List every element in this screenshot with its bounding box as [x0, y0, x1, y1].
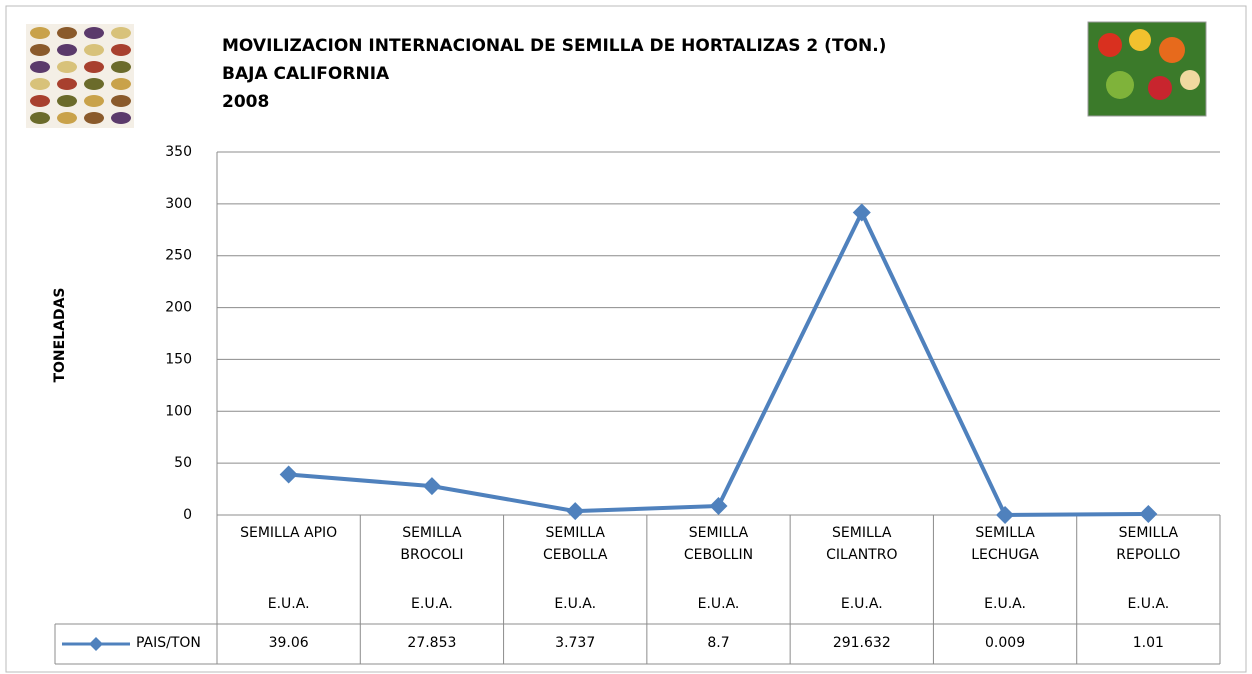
- x-tick-label: SEMILLA CEBOLLIN: [667, 522, 770, 566]
- y-tick-label: 150: [165, 351, 192, 367]
- y-tick-label: 0: [183, 507, 192, 523]
- y-tick-label: 300: [165, 196, 192, 212]
- x-subcategory-label: E.U.A.: [698, 596, 740, 612]
- x-tick-label: SEMILLA CEBOLLA: [524, 522, 627, 566]
- x-subcategory-label: E.U.A.: [268, 596, 310, 612]
- seed: [111, 95, 131, 107]
- marker: [853, 204, 871, 222]
- x-tick-label-box: SEMILLA CILANTRO: [810, 522, 913, 582]
- seed: [30, 44, 50, 56]
- legend-label: PAIS/TON: [136, 635, 201, 651]
- seed: [57, 95, 77, 107]
- x-tick-label-box: SEMILLA CEBOLLA: [524, 522, 627, 582]
- vegetable-image: [1088, 22, 1206, 116]
- seed: [84, 44, 104, 56]
- seed: [30, 61, 50, 73]
- marker: [566, 502, 584, 520]
- x-subcategory-label: E.U.A.: [411, 596, 453, 612]
- x-tick-label: SEMILLA REPOLLO: [1097, 522, 1200, 566]
- table-value: 39.06: [269, 635, 309, 651]
- y-tick-label: 100: [165, 403, 192, 419]
- marker: [280, 465, 298, 483]
- seed: [84, 78, 104, 90]
- chart-title: BAJA CALIFORNIA: [222, 64, 390, 84]
- seed: [111, 44, 131, 56]
- legend-marker: [89, 637, 103, 651]
- seed: [30, 27, 50, 39]
- table-value: 27.853: [407, 635, 456, 651]
- seed: [111, 61, 131, 73]
- x-tick-label: SEMILLA CILANTRO: [810, 522, 913, 566]
- seed: [84, 27, 104, 39]
- x-tick-label: SEMILLA APIO: [237, 522, 340, 544]
- x-tick-label-box: SEMILLA APIO: [237, 522, 340, 582]
- seed: [30, 95, 50, 107]
- x-subcategory-label: E.U.A.: [1127, 596, 1169, 612]
- seed: [84, 95, 104, 107]
- marker: [1139, 505, 1157, 523]
- seed: [111, 78, 131, 90]
- table-value: 0.009: [985, 635, 1025, 651]
- x-tick-label-box: SEMILLA LECHUGA: [953, 522, 1056, 582]
- table-value: 1.01: [1133, 635, 1164, 651]
- seed: [57, 61, 77, 73]
- seed: [111, 112, 131, 124]
- marker: [710, 497, 728, 515]
- seed: [57, 78, 77, 90]
- series-line: [289, 213, 1149, 515]
- x-tick-label-box: SEMILLA CEBOLLIN: [667, 522, 770, 582]
- y-tick-label: 350: [165, 144, 192, 160]
- marker: [423, 477, 441, 495]
- x-tick-label: SEMILLA LECHUGA: [953, 522, 1056, 566]
- y-tick-label: 50: [174, 455, 192, 471]
- chart: TONELADAS MOVILIZACION INTERNACIONAL DE …: [0, 0, 1252, 674]
- table-value: 3.737: [555, 635, 595, 651]
- seed: [111, 27, 131, 39]
- seed: [30, 112, 50, 124]
- chart-title: 2008: [222, 92, 269, 112]
- chart-title: MOVILIZACION INTERNACIONAL DE SEMILLA DE…: [222, 36, 886, 56]
- seed: [84, 112, 104, 124]
- y-axis-title: TONELADAS: [52, 287, 68, 382]
- x-tick-label-box: SEMILLA BROCOLI: [380, 522, 483, 582]
- table-value: 8.7: [707, 635, 729, 651]
- seed: [57, 112, 77, 124]
- x-subcategory-label: E.U.A.: [984, 596, 1026, 612]
- x-tick-label-box: SEMILLA REPOLLO: [1097, 522, 1200, 582]
- seed: [30, 78, 50, 90]
- x-tick-label: SEMILLA BROCOLI: [380, 522, 483, 566]
- y-tick-label: 250: [165, 248, 192, 264]
- x-subcategory-label: E.U.A.: [554, 596, 596, 612]
- x-subcategory-label: E.U.A.: [841, 596, 883, 612]
- seed: [57, 27, 77, 39]
- seed: [57, 44, 77, 56]
- seed: [84, 61, 104, 73]
- y-tick-label: 200: [165, 300, 192, 316]
- table-value: 291.632: [833, 635, 891, 651]
